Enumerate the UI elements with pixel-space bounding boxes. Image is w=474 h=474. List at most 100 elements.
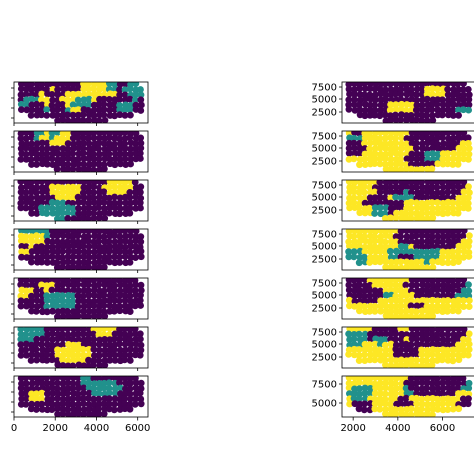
- scatter-point: [69, 380, 77, 387]
- scatter-point: [38, 134, 46, 142]
- scatter-point: [122, 232, 130, 240]
- scatter-point: [387, 330, 395, 338]
- scatter-point: [74, 376, 82, 382]
- scatter-point: [79, 134, 87, 142]
- scatter-point: [38, 90, 46, 98]
- scatter-point: [95, 155, 103, 163]
- scatter-point: [459, 140, 467, 147]
- scatter-point: [106, 204, 114, 212]
- scatter-point: [101, 117, 109, 123]
- scatter-point: [64, 183, 72, 191]
- scatter-point: [116, 199, 124, 207]
- scatter-point: [455, 112, 462, 119]
- scatter-point: [105, 238, 113, 246]
- scatter-point: [402, 165, 410, 172]
- scatter-point: [84, 281, 92, 289]
- scatter-points: [345, 327, 473, 368]
- scatter-point: [423, 145, 431, 153]
- scatter-point: [121, 405, 129, 413]
- scatter-point: [80, 264, 87, 270]
- scatter-point: [17, 302, 25, 310]
- scatter-point: [403, 183, 411, 191]
- scatter-point: [137, 291, 144, 299]
- scatter-point: [85, 243, 93, 251]
- scatter-point: [59, 410, 67, 417]
- scatter-point: [356, 161, 363, 169]
- scatter-point: [455, 287, 463, 294]
- scatter-point: [75, 297, 82, 305]
- scatter-point: [95, 101, 103, 108]
- scatter-point: [393, 385, 400, 392]
- scatter-point: [382, 263, 389, 270]
- scatter-point: [413, 160, 421, 168]
- scatter-point: [69, 229, 77, 235]
- scatter-point: [361, 287, 368, 295]
- scatter-point: [402, 210, 410, 218]
- scatter-point: [28, 385, 35, 393]
- scatter-point: [382, 361, 389, 368]
- scatter-point: [90, 166, 98, 172]
- scatter-point: [79, 117, 87, 123]
- scatter-point: [43, 308, 51, 316]
- scatter-point: [382, 86, 389, 94]
- scatter-point: [402, 340, 410, 348]
- scatter-point: [85, 209, 93, 217]
- scatter-point: [90, 291, 98, 299]
- scatter-point: [434, 247, 442, 255]
- scatter-point: [116, 82, 124, 88]
- scatter-point: [398, 111, 405, 119]
- scatter-point: [418, 248, 425, 256]
- scatter-point: [117, 237, 124, 245]
- scatter-point: [59, 204, 66, 212]
- scatter-point: [345, 296, 353, 304]
- scatter-point: [22, 376, 30, 382]
- scatter-point: [465, 150, 473, 158]
- scatter-point: [79, 149, 87, 157]
- scatter-point: [371, 302, 379, 310]
- scatter-point: [351, 86, 358, 93]
- scatter-point: [428, 351, 436, 358]
- scatter-point: [455, 106, 462, 114]
- scatter-point: [69, 362, 77, 368]
- scatter-point: [459, 341, 467, 349]
- scatter-point: [372, 91, 379, 99]
- scatter-point: [388, 258, 395, 266]
- scatter-point: [455, 229, 462, 234]
- scatter-point: [22, 135, 30, 142]
- scatter-point: [361, 384, 369, 392]
- scatter-point: [74, 351, 82, 359]
- scatter-point: [434, 297, 441, 305]
- scatter-point: [58, 263, 66, 270]
- scatter-point: [387, 411, 395, 417]
- scatter-point: [361, 85, 369, 92]
- scatter-point: [439, 384, 447, 392]
- scatter-point: [413, 199, 420, 207]
- scatter-point: [356, 194, 364, 202]
- scatter-point: [64, 264, 72, 270]
- scatter-point: [455, 346, 463, 354]
- scatter-point: [75, 248, 82, 255]
- scatter-point: [449, 357, 457, 365]
- scatter-point: [49, 307, 56, 315]
- scatter-point: [449, 286, 457, 294]
- scatter-point: [27, 194, 35, 202]
- scatter-point: [407, 351, 415, 359]
- scatter-point: [127, 229, 134, 234]
- scatter-point: [366, 259, 373, 266]
- scatter-point: [429, 144, 437, 152]
- scatter-point: [412, 116, 420, 123]
- scatter-point: [429, 405, 437, 413]
- scatter-point: [121, 145, 129, 152]
- scatter-point: [59, 160, 67, 168]
- scatter-point: [121, 340, 129, 348]
- scatter-point: [17, 156, 25, 163]
- scatter-point: [84, 134, 92, 142]
- scatter-point: [65, 312, 72, 319]
- scatter-point: [428, 106, 436, 114]
- panel-right-row-2: [341, 130, 474, 173]
- scatter-point: [402, 312, 410, 319]
- scatter-point: [434, 160, 442, 168]
- scatter-point: [397, 258, 405, 266]
- scatter-point: [17, 335, 25, 343]
- scatter-point: [137, 139, 145, 147]
